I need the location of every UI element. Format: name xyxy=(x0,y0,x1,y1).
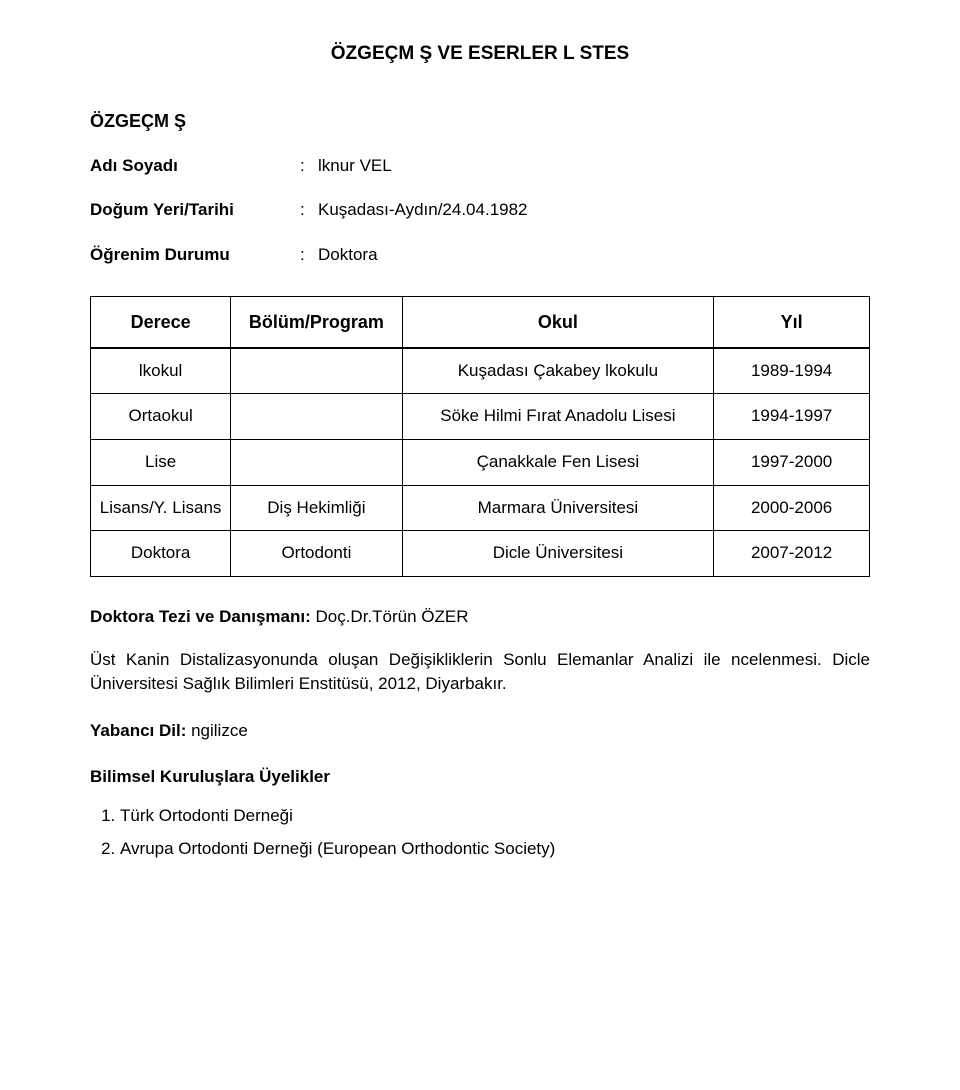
language-label: Yabancı Dil: xyxy=(90,721,191,740)
table-row: Doktora Ortodonti Dicle Üniversitesi 200… xyxy=(91,531,870,577)
colon: : xyxy=(300,154,318,179)
language-value: ngilizce xyxy=(191,721,248,740)
page: ÖZGEÇM Ş VE ESERLER L STES ÖZGEÇM Ş Adı … xyxy=(0,0,960,905)
th-year: Yıl xyxy=(714,296,870,348)
cell-school: Dicle Üniversitesi xyxy=(402,531,714,577)
list-item: Avrupa Ortodonti Derneği (European Ortho… xyxy=(120,833,870,866)
dob-label: Doğum Yeri/Tarihi xyxy=(90,198,300,223)
cell-school: Marmara Üniversitesi xyxy=(402,485,714,531)
thesis-line: Doktora Tezi ve Danışmanı: Doç.Dr.Törün … xyxy=(90,605,870,630)
cell-year: 1994-1997 xyxy=(714,394,870,440)
list-item: Türk Ortodonti Derneği xyxy=(120,800,870,833)
cell-year: 2007-2012 xyxy=(714,531,870,577)
cell-program xyxy=(231,439,402,485)
th-school: Okul xyxy=(402,296,714,348)
personal-info: Adı Soyadı : lknur VEL Doğum Yeri/Tarihi… xyxy=(90,154,870,268)
cell-school: Çanakkale Fen Lisesi xyxy=(402,439,714,485)
cell-school: Söke Hilmi Fırat Anadolu Lisesi xyxy=(402,394,714,440)
table-header-row: Derece Bölüm/Program Okul Yıl xyxy=(91,296,870,348)
name-label: Adı Soyadı xyxy=(90,154,300,179)
cell-year: 1997-2000 xyxy=(714,439,870,485)
th-degree: Derece xyxy=(91,296,231,348)
cell-degree: lkokul xyxy=(91,348,231,394)
education-table: Derece Bölüm/Program Okul Yıl lkokul Kuş… xyxy=(90,296,870,577)
dob-value: Kuşadası-Aydın/24.04.1982 xyxy=(318,198,870,223)
th-program: Bölüm/Program xyxy=(231,296,402,348)
memberships-list: Türk Ortodonti Derneği Avrupa Ortodonti … xyxy=(120,800,870,865)
memberships-heading: Bilimsel Kuruluşlara Üyelikler xyxy=(90,765,870,790)
cell-degree: Ortaokul xyxy=(91,394,231,440)
table-row: Lisans/Y. Lisans Diş Hekimliği Marmara Ü… xyxy=(91,485,870,531)
table-row: Lise Çanakkale Fen Lisesi 1997-2000 xyxy=(91,439,870,485)
cell-program: Diş Hekimliği xyxy=(231,485,402,531)
thesis-description: Üst Kanin Distalizasyonunda oluşan Değiş… xyxy=(90,648,870,697)
thesis-label: Doktora Tezi ve Danışmanı: xyxy=(90,607,315,626)
cell-school: Kuşadası Çakabey lkokulu xyxy=(402,348,714,394)
education-status-value: Doktora xyxy=(318,243,870,268)
name-value: lknur VEL xyxy=(318,154,870,179)
cell-program: Ortodonti xyxy=(231,531,402,577)
colon: : xyxy=(300,243,318,268)
thesis-advisor: Doç.Dr.Törün ÖZER xyxy=(315,607,468,626)
table-row: Ortaokul Söke Hilmi Fırat Anadolu Lisesi… xyxy=(91,394,870,440)
cell-program xyxy=(231,394,402,440)
cell-year: 1989-1994 xyxy=(714,348,870,394)
education-status-label: Öğrenim Durumu xyxy=(90,243,300,268)
cell-program xyxy=(231,348,402,394)
colon: : xyxy=(300,198,318,223)
language-line: Yabancı Dil: ngilizce xyxy=(90,719,870,744)
cell-degree: Doktora xyxy=(91,531,231,577)
cell-year: 2000-2006 xyxy=(714,485,870,531)
section-ozgecmis: ÖZGEÇM Ş xyxy=(90,108,870,134)
doc-title: ÖZGEÇM Ş VE ESERLER L STES xyxy=(90,40,870,68)
cell-degree: Lise xyxy=(91,439,231,485)
table-row: lkokul Kuşadası Çakabey lkokulu 1989-199… xyxy=(91,348,870,394)
cell-degree: Lisans/Y. Lisans xyxy=(91,485,231,531)
